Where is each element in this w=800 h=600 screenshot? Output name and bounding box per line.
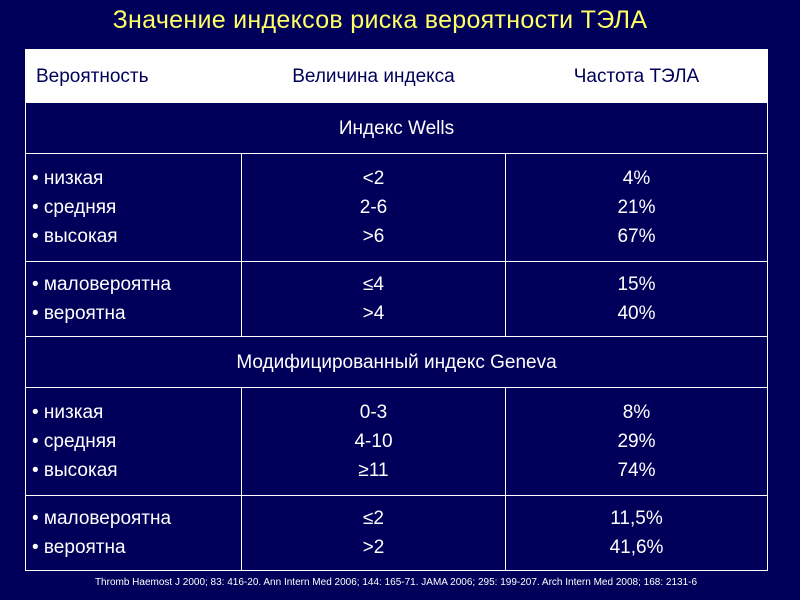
category-label: • средняя: [32, 431, 117, 452]
index-value: <2: [362, 168, 385, 189]
risk-index-table: Вероятность Величина индекса Частота ТЭЛ…: [25, 49, 768, 571]
table-row: • маловероятна • вероятна ≤4 >4 15% 40%: [25, 261, 768, 337]
frequency-cell: 4% 21% 67%: [505, 153, 768, 262]
references-footnote: Thromb Haemost J 2000; 83: 416-20. Ann I…: [94, 577, 698, 588]
frequency-cell: 11,5% 41,6%: [505, 495, 768, 571]
frequency-value: 11,5%: [610, 508, 663, 529]
category-cell: • маловероятна • вероятна: [25, 495, 242, 571]
index-value: >4: [362, 303, 385, 324]
frequency-value: 67%: [617, 226, 656, 247]
header-index-value: Величина индекса: [241, 49, 506, 103]
category-label: • низкая: [32, 402, 104, 423]
section-row-wells: Индекс Wells: [25, 102, 768, 154]
header-probability: Вероятность: [25, 49, 242, 103]
index-value: >2: [362, 537, 385, 558]
category-cell: • низкая • средняя • высокая: [25, 153, 242, 262]
frequency-value: 41,6%: [609, 537, 664, 558]
category-label: • средняя: [32, 197, 117, 218]
index-value: 2-6: [359, 197, 388, 218]
header-pe-frequency: Частота ТЭЛА: [505, 49, 768, 103]
slide-title: Значение индексов риска вероятности ТЭЛА: [112, 6, 648, 34]
index-value: ≤2: [363, 508, 384, 529]
index-value-cell: 0-3 4-10 ≥11: [241, 387, 506, 496]
index-value: ≤4: [363, 274, 384, 295]
section-row-geneva: Модифицированный индекс Geneva: [25, 336, 768, 388]
frequency-value: 8%: [622, 402, 651, 423]
frequency-value: 15%: [617, 274, 656, 295]
category-label: • низкая: [32, 168, 104, 189]
frequency-value: 4%: [622, 168, 651, 189]
category-label: • маловероятна: [32, 508, 172, 529]
frequency-value: 74%: [617, 460, 656, 481]
table-row: • маловероятна • вероятна ≤2 >2 11,5% 41…: [25, 495, 768, 571]
index-value-cell: <2 2-6 >6: [241, 153, 506, 262]
index-value-cell: ≤4 >4: [241, 261, 506, 337]
category-label: • маловероятна: [32, 274, 172, 295]
index-value-cell: ≤2 >2: [241, 495, 506, 571]
index-value: 4-10: [354, 431, 393, 452]
frequency-cell: 8% 29% 74%: [505, 387, 768, 496]
index-value: >6: [362, 226, 385, 247]
category-label: • высокая: [32, 226, 118, 247]
category-cell: • маловероятна • вероятна: [25, 261, 242, 337]
section-title-wells: Индекс Wells: [25, 102, 768, 154]
index-value: 0-3: [359, 402, 388, 423]
frequency-value: 21%: [617, 197, 656, 218]
table-row: • низкая • средняя • высокая 0-3 4-10 ≥1…: [25, 387, 768, 496]
frequency-value: 29%: [617, 431, 656, 452]
index-value: ≥11: [358, 460, 389, 481]
table-header-row: Вероятность Величина индекса Частота ТЭЛ…: [25, 49, 768, 103]
frequency-value: 40%: [617, 303, 656, 324]
category-label: • вероятна: [32, 303, 126, 324]
category-label: • вероятна: [32, 537, 126, 558]
frequency-cell: 15% 40%: [505, 261, 768, 337]
category-label: • высокая: [32, 460, 118, 481]
section-title-geneva: Модифицированный индекс Geneva: [25, 336, 768, 388]
table-row: • низкая • средняя • высокая <2 2-6 >6 4…: [25, 153, 768, 262]
category-cell: • низкая • средняя • высокая: [25, 387, 242, 496]
